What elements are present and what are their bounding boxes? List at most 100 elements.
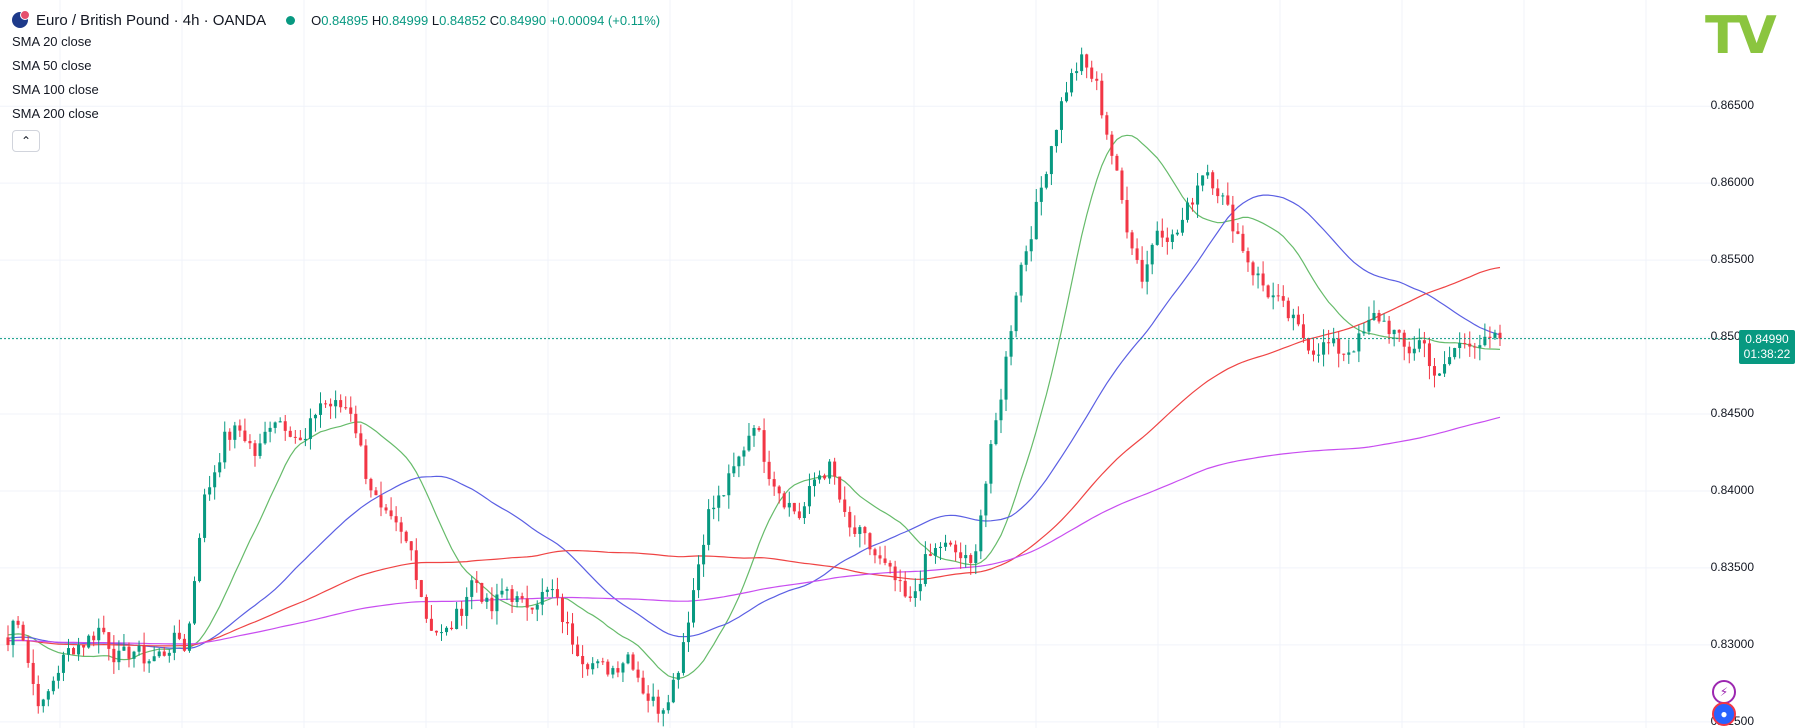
candle	[364, 439, 368, 485]
candle-body	[424, 596, 428, 619]
candle-body	[495, 594, 499, 612]
candle	[656, 689, 660, 723]
candle	[46, 689, 50, 707]
indicator-sma20[interactable]: SMA 20 close	[12, 34, 92, 49]
candles	[6, 47, 1502, 727]
candle	[1448, 346, 1452, 366]
candle-body	[329, 403, 333, 407]
candle-body	[626, 654, 630, 664]
candle	[903, 571, 907, 598]
candle-body	[893, 566, 897, 581]
candle-body	[1170, 234, 1174, 242]
candle	[979, 509, 983, 560]
candle-body	[77, 644, 81, 655]
candle-body	[540, 591, 544, 605]
lightning-icon[interactable]: ⚡	[1712, 680, 1736, 704]
ohlc-readout: O0.84895 H0.84999 L0.84852 C0.84990 +0.0…	[311, 13, 660, 28]
candle	[621, 661, 625, 683]
candle-body	[137, 645, 141, 652]
candle	[248, 434, 252, 450]
candle	[873, 547, 877, 564]
candle-body	[117, 650, 121, 663]
indicator-sma50[interactable]: SMA 50 close	[12, 58, 92, 73]
sma-line-20	[7, 134, 1501, 680]
candle-body	[167, 652, 171, 656]
candle	[132, 650, 136, 668]
candle-body	[429, 618, 433, 631]
candle-body	[1296, 314, 1300, 325]
candle	[1306, 337, 1310, 355]
candle	[1432, 358, 1436, 388]
candle-body	[747, 435, 751, 451]
bar-countdown: 01:38:22	[1743, 346, 1791, 361]
candle-body	[394, 516, 398, 523]
candle-body	[1483, 336, 1487, 346]
candle	[1407, 341, 1411, 364]
candle-body	[1458, 342, 1462, 349]
candle-body	[1332, 338, 1336, 344]
collapse-legend-button[interactable]: ⌃	[12, 130, 40, 152]
candle	[812, 472, 816, 497]
candle	[712, 495, 716, 520]
candle	[263, 421, 267, 445]
candle-body	[1493, 332, 1497, 338]
candle-body	[1014, 295, 1018, 332]
candle-body	[676, 672, 680, 680]
candle-body	[26, 640, 30, 663]
candle	[1468, 331, 1472, 357]
candle	[268, 421, 272, 443]
candle	[56, 665, 60, 689]
candle	[757, 426, 761, 432]
candle-body	[792, 502, 796, 512]
candle	[646, 685, 650, 713]
candle-body	[56, 672, 60, 681]
candle-body	[671, 679, 675, 703]
candle	[576, 636, 580, 657]
candle	[581, 645, 585, 678]
candle-body	[1044, 174, 1048, 188]
sma-line-200	[7, 416, 1501, 645]
candle-body	[1100, 80, 1104, 116]
candle-body	[1236, 231, 1240, 234]
candle-body	[61, 654, 65, 673]
indicator-sma200[interactable]: SMA 200 close	[12, 106, 99, 121]
candle	[1009, 325, 1013, 366]
candle-body	[686, 622, 690, 643]
symbol-title[interactable]: Euro / British Pound · 4h · OANDA	[36, 11, 267, 29]
candle	[787, 491, 791, 517]
candle-body	[1070, 73, 1074, 93]
candle-body	[198, 537, 202, 582]
candle	[82, 644, 86, 657]
candle-body	[515, 596, 519, 602]
candle-body	[878, 555, 882, 559]
candle-body	[712, 507, 716, 510]
candle-body	[636, 669, 640, 678]
candle	[324, 400, 328, 408]
indicator-sma100[interactable]: SMA 100 close	[12, 82, 99, 97]
candle-body	[374, 490, 378, 496]
open-label: O	[311, 12, 322, 28]
candle-body	[419, 580, 423, 597]
candle	[772, 471, 776, 496]
candle	[571, 613, 575, 655]
candle-body	[1392, 329, 1396, 335]
candle	[1226, 182, 1230, 206]
candle	[1014, 292, 1018, 338]
candle-body	[1059, 101, 1063, 130]
candle-body	[1039, 187, 1043, 202]
candle	[1291, 308, 1295, 331]
candle-body	[913, 591, 917, 598]
candle	[1135, 238, 1139, 264]
sma-line-100	[7, 266, 1501, 647]
candle-body	[434, 630, 438, 633]
candle	[203, 488, 207, 543]
candle-body	[550, 589, 554, 591]
candle-body	[954, 544, 958, 553]
open-value: 0.84895	[321, 12, 369, 28]
globe-icon[interactable]: ●	[1712, 702, 1736, 726]
candle-body	[1175, 232, 1179, 235]
candle-body	[177, 632, 181, 639]
candle-body	[1185, 202, 1189, 220]
